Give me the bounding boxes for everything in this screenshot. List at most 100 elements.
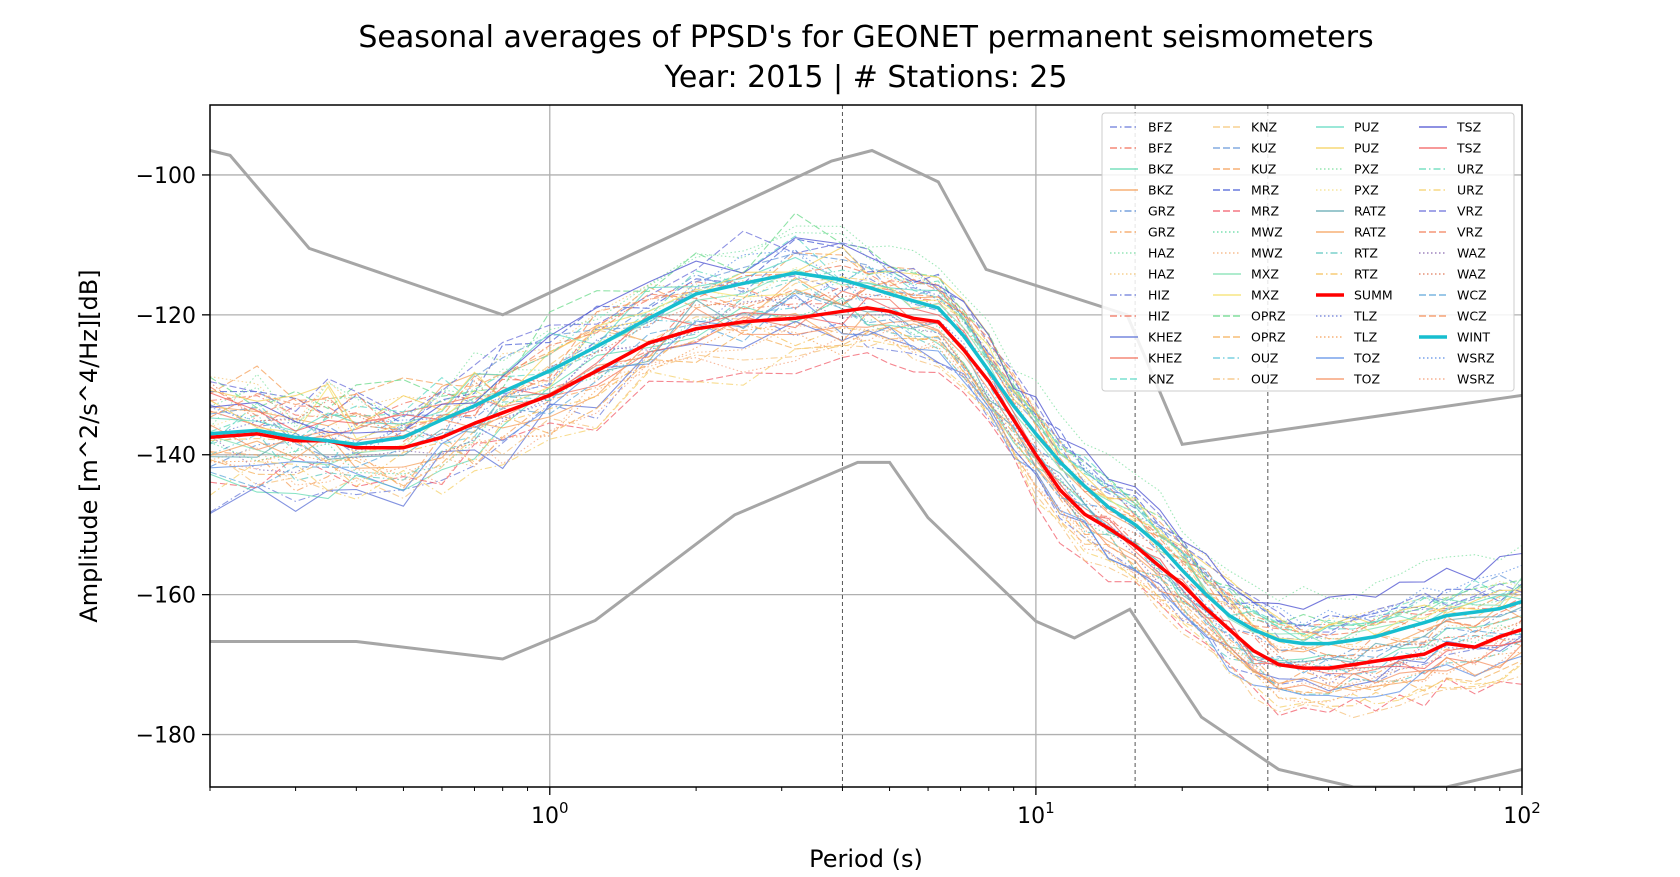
y-tick-label: −100 (136, 164, 196, 189)
station-trace (210, 325, 1522, 695)
legend-label: BFZ (1148, 120, 1172, 135)
station-trace (210, 307, 1522, 694)
legend-label: OPRZ (1251, 309, 1286, 324)
station-trace (210, 266, 1522, 634)
plot-frame (209, 104, 1523, 788)
legend-label: URZ (1457, 162, 1483, 177)
legend-label: TSZ (1456, 141, 1481, 156)
legend-label: HAZ (1148, 267, 1175, 282)
y-axis-ticks: −100 −120 −140 −160 −180 (136, 164, 210, 749)
legend-label: BFZ (1148, 141, 1172, 156)
legend-label: KUZ (1251, 162, 1276, 177)
legend-label: HIZ (1148, 288, 1170, 303)
station-trace (210, 279, 1522, 695)
chart-subtitle: Year: 2015 | # Stations: 25 (664, 60, 1068, 95)
legend-label: MWZ (1251, 246, 1283, 261)
legend-label: KHEZ (1148, 330, 1182, 345)
station-trace (210, 269, 1522, 636)
legend-label: WSRZ (1457, 351, 1495, 366)
station-trace (210, 338, 1522, 719)
station-trace (210, 249, 1522, 662)
y-axis-label: Amplitude [m^2/s^4/Hz][dB] (75, 269, 103, 622)
station-trace (210, 297, 1522, 686)
legend-label: RTZ (1354, 246, 1378, 261)
legend-label: GRZ (1148, 204, 1175, 219)
station-trace (210, 352, 1522, 717)
legend-label: WCZ (1457, 288, 1487, 303)
legend-label: KNZ (1251, 120, 1277, 135)
legend-label: TSZ (1456, 120, 1481, 135)
station-trace (210, 328, 1522, 703)
legend-label: RATZ (1354, 204, 1386, 219)
legend-label: MRZ (1251, 204, 1279, 219)
legend-label: MXZ (1251, 288, 1279, 303)
legend-label: MXZ (1251, 267, 1279, 282)
legend-label: MRZ (1251, 183, 1279, 198)
legend-label: MWZ (1251, 225, 1283, 240)
legend-label: PXZ (1354, 162, 1379, 177)
legend-label: OUZ (1251, 351, 1278, 366)
legend-label: VRZ (1457, 204, 1483, 219)
station-trace (210, 322, 1522, 686)
chart-title: Seasonal averages of PPSD's for GEONET p… (358, 20, 1373, 55)
legend-box (1101, 112, 1515, 392)
legend-label: WAZ (1457, 267, 1486, 282)
legend-label: PXZ (1354, 183, 1379, 198)
legend-label: VRZ (1457, 225, 1483, 240)
legend-label: HIZ (1148, 309, 1170, 324)
legend-label: WCZ (1457, 309, 1487, 324)
x-tick-label: 100 (531, 799, 569, 829)
legend-label: KHEZ (1148, 351, 1182, 366)
legend-label: BKZ (1148, 183, 1173, 198)
x-axis-label: Period (s) (809, 845, 923, 873)
station-trace (210, 256, 1522, 643)
legend-label: OUZ (1251, 372, 1278, 387)
y-tick-label: −180 (136, 724, 196, 749)
legend-label: KNZ (1148, 372, 1174, 387)
x-tick-label: 102 (1503, 799, 1541, 829)
legend-label: OPRZ (1251, 330, 1286, 345)
station-trace (210, 292, 1522, 668)
station-trace (210, 290, 1522, 664)
legend-label: TLZ (1353, 330, 1377, 345)
station-trace (210, 237, 1522, 610)
legend-label: TOZ (1353, 351, 1380, 366)
station-trace (210, 238, 1522, 628)
legend-label: PUZ (1354, 120, 1379, 135)
y-tick-label: −140 (136, 444, 196, 469)
legend-label: WINT (1457, 330, 1490, 345)
legend-label: RATZ (1354, 225, 1386, 240)
y-tick-label: −120 (136, 304, 196, 329)
station-trace (210, 296, 1522, 671)
station-trace (210, 232, 1522, 640)
legend-label: HAZ (1148, 246, 1175, 261)
station-trace (210, 285, 1522, 669)
season-series (210, 271, 1522, 670)
station-trace (210, 225, 1522, 602)
legend-label: PUZ (1354, 141, 1379, 156)
station-trace (210, 339, 1522, 708)
legend-label: GRZ (1148, 225, 1175, 240)
legend-label: RTZ (1354, 267, 1378, 282)
x-axis-ticks: 100 101 102 (209, 787, 1541, 829)
low-noise-model-line (210, 460, 1522, 787)
station-trace (210, 320, 1522, 707)
station-traces (210, 212, 1522, 719)
legend-label: SUMM (1354, 288, 1393, 303)
legend-label: WSRZ (1457, 372, 1495, 387)
station-trace (210, 287, 1522, 657)
legend: BFZ BFZ BKZ BKZ GRZ GRZ HAZ HAZ HIZ HIZ KHEZ KHEZ KN… (1101, 112, 1515, 392)
station-trace (210, 291, 1522, 674)
legend-label: BKZ (1148, 162, 1173, 177)
legend-label: URZ (1457, 183, 1483, 198)
legend-label: KUZ (1251, 141, 1276, 156)
series-line-wint (210, 271, 1522, 646)
x-tick-label: 101 (1017, 799, 1055, 829)
station-trace (210, 277, 1522, 676)
legend-label: WAZ (1457, 246, 1486, 261)
legend-label: TOZ (1353, 372, 1380, 387)
series-line-summ (210, 306, 1522, 670)
y-tick-label: −160 (136, 584, 196, 609)
legend-label: TLZ (1353, 309, 1377, 324)
